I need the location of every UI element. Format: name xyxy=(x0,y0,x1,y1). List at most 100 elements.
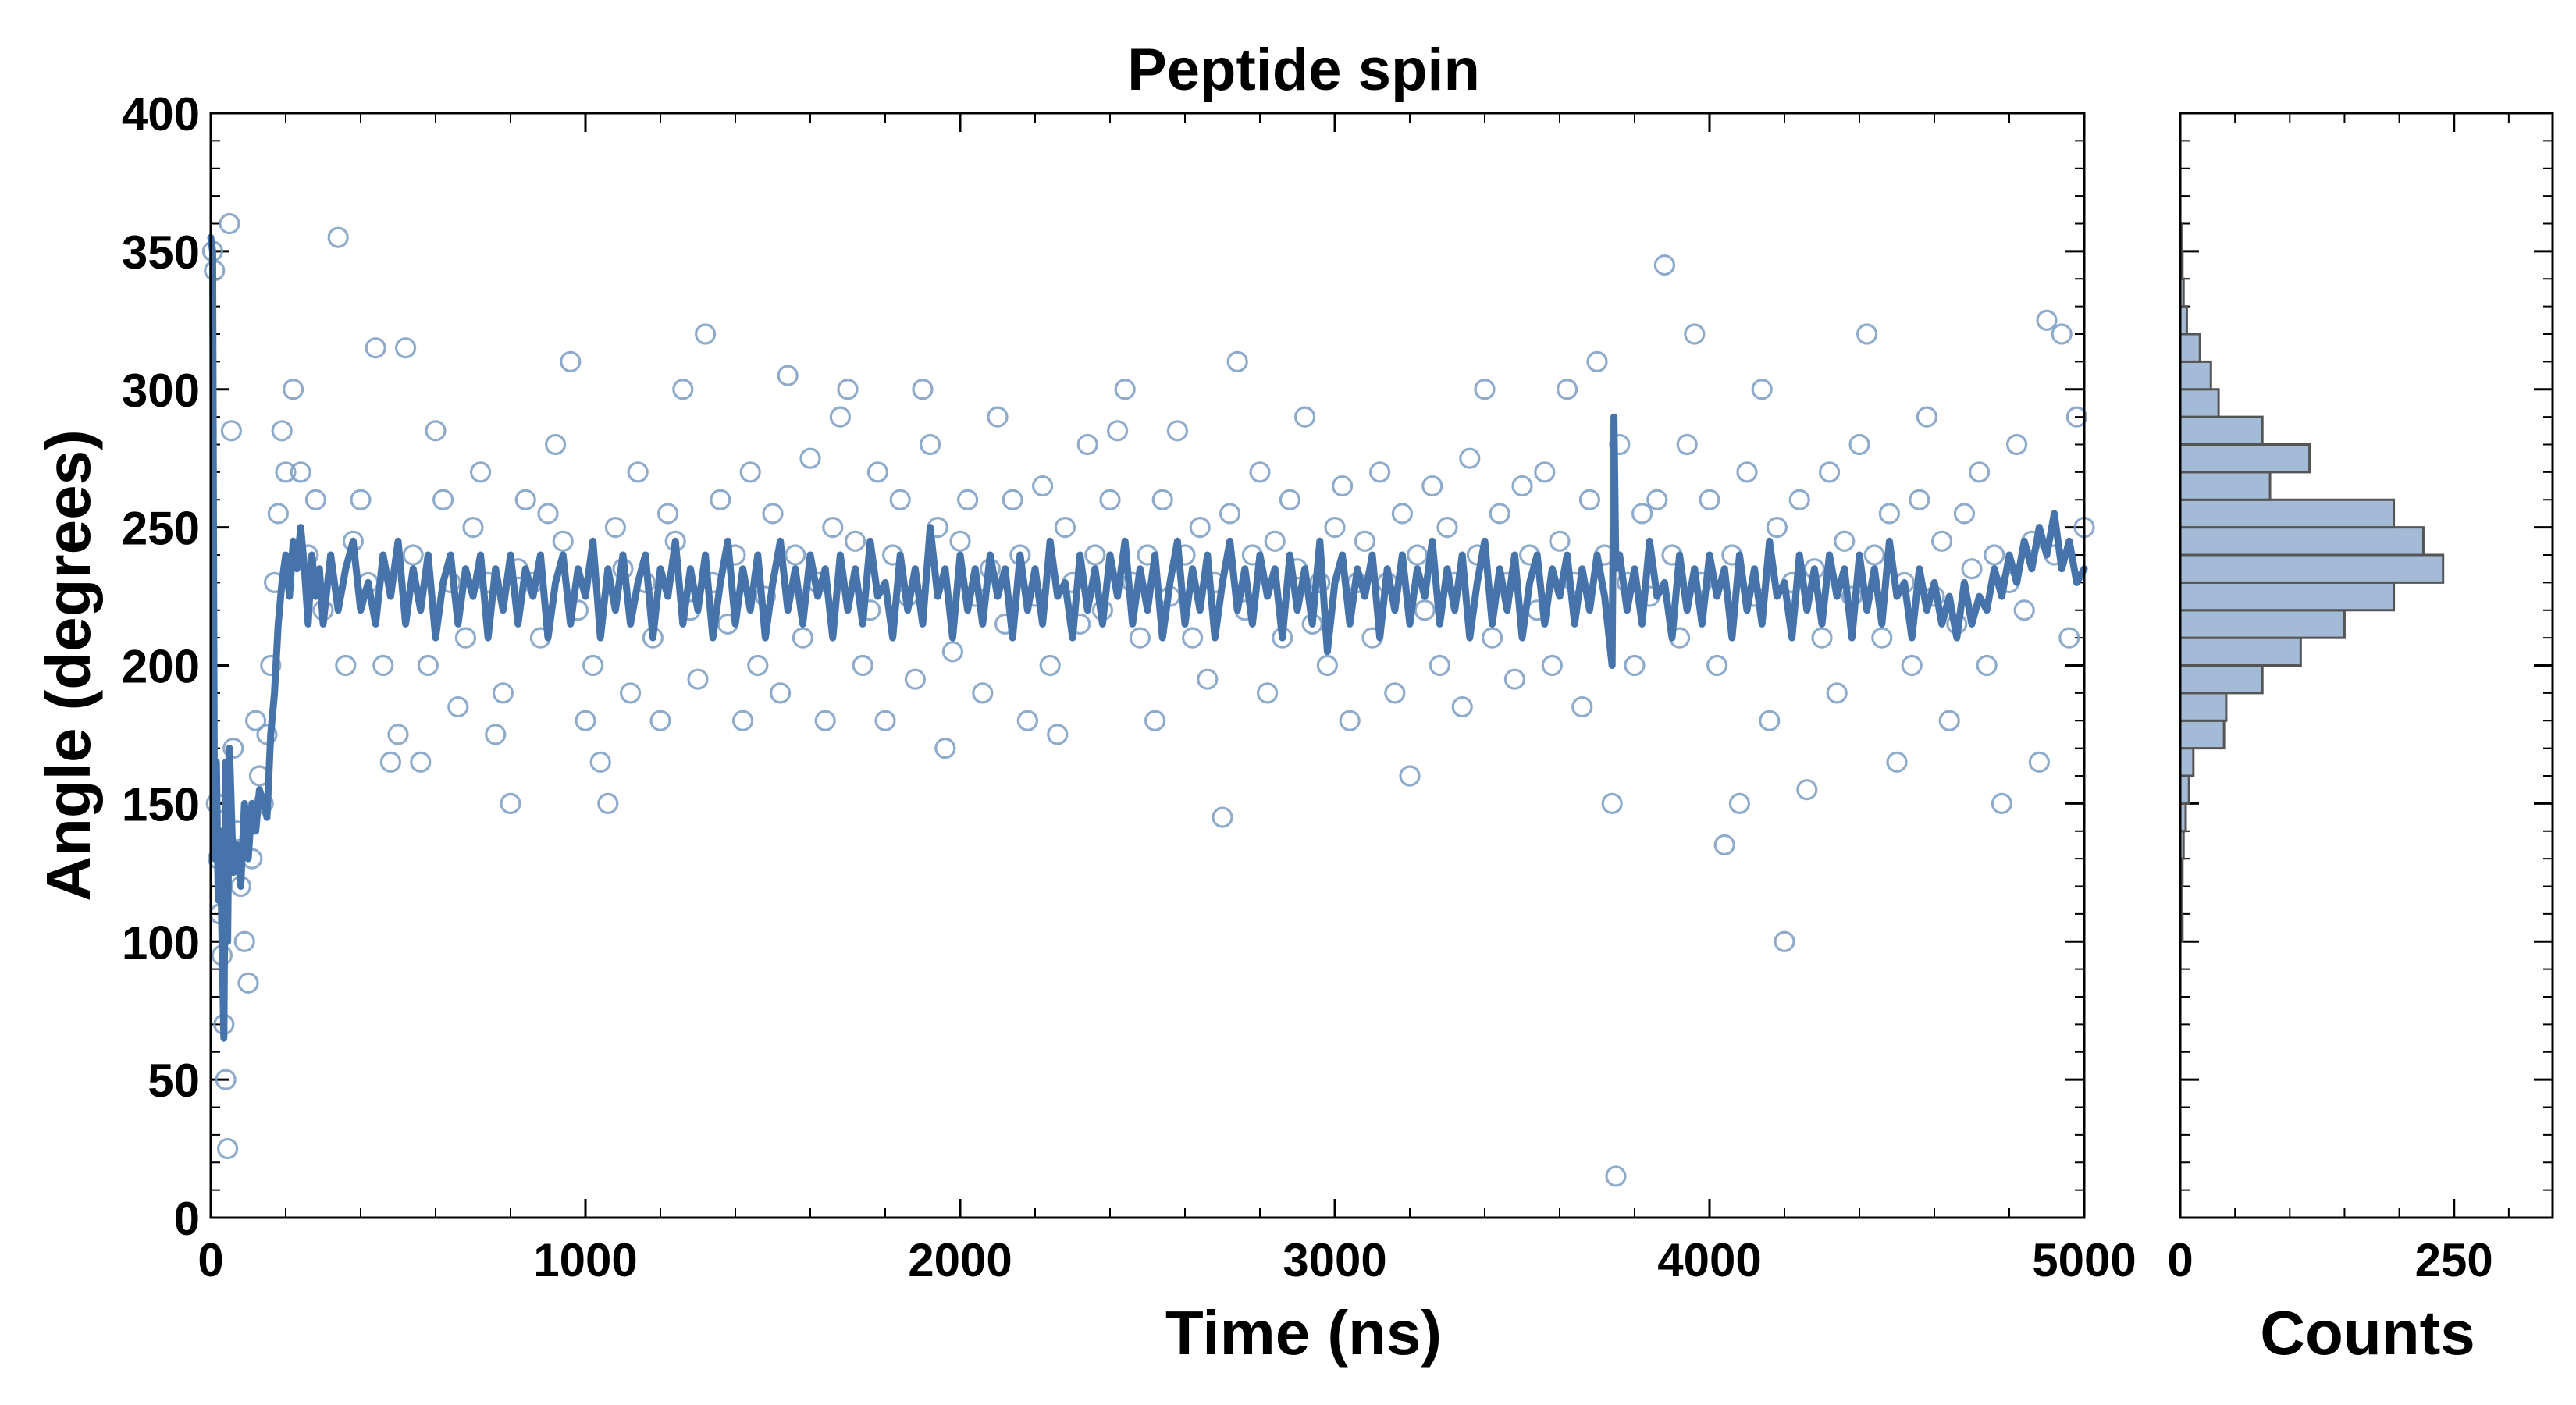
histogram-bar xyxy=(2179,360,2212,391)
scatter-point xyxy=(1728,792,1750,814)
scatter-point xyxy=(987,406,1009,428)
scatter-point xyxy=(271,420,293,442)
scatter-point xyxy=(1429,654,1451,677)
scatter-point xyxy=(1256,682,1279,704)
scatter-point xyxy=(537,503,559,525)
scatter-point xyxy=(649,710,671,731)
scatter-point xyxy=(1144,710,1166,731)
scatter-point xyxy=(1916,406,1937,428)
y-tick-label: 150 xyxy=(122,778,200,831)
scatter-point xyxy=(1878,503,1900,525)
scatter-point xyxy=(304,489,326,510)
histogram-bar xyxy=(2179,719,2226,750)
histogram-bar xyxy=(2179,471,2272,501)
histogram-plot-frame xyxy=(2179,112,2554,1219)
x-tick-label: 1000 xyxy=(533,1234,637,1286)
scatter-point xyxy=(1106,420,1129,442)
scatter-point xyxy=(1129,627,1151,649)
scatter-point xyxy=(1324,517,1346,539)
scatter-point xyxy=(589,751,611,773)
scatter-point xyxy=(785,544,806,566)
scatter-point xyxy=(814,710,836,731)
scatter-point xyxy=(762,503,784,525)
scatter-point xyxy=(1219,503,1241,525)
scatter-point xyxy=(627,461,649,483)
scatter-point xyxy=(514,489,536,510)
scatter-point xyxy=(829,406,852,428)
y-tick-label: 50 xyxy=(148,1055,200,1107)
scatter-point xyxy=(1391,503,1414,525)
scatter-point xyxy=(1556,379,1578,400)
running-average-line xyxy=(207,233,2088,1042)
scatter-point xyxy=(1181,627,1204,649)
scatter-point xyxy=(1931,530,1953,552)
scatter-point xyxy=(1624,654,1646,677)
scatter-point xyxy=(582,654,604,677)
scatter-point xyxy=(1047,724,1069,745)
scatter-point xyxy=(1316,654,1339,677)
scatter-point xyxy=(1774,930,1795,952)
y-axis-label: Angle (degrees) xyxy=(34,429,103,902)
scatter-point xyxy=(2065,406,2087,428)
x-tick-label: 0 xyxy=(197,1234,223,1286)
scatter-point xyxy=(866,461,889,483)
main-plot-frame xyxy=(209,112,2086,1219)
scatter-point xyxy=(1901,654,1923,677)
scatter-point xyxy=(1601,792,1623,814)
histogram-bar xyxy=(2179,636,2302,667)
scatter-point xyxy=(2006,433,2028,456)
scatter-point xyxy=(731,710,754,731)
scatter-point xyxy=(1856,323,1878,345)
scatter-point xyxy=(2058,627,2080,649)
scatter-point xyxy=(1751,379,1773,400)
scatter-point xyxy=(432,489,454,510)
scatter-point xyxy=(934,738,956,759)
scatter-point xyxy=(1489,503,1510,525)
scatter-point xyxy=(2051,323,2073,345)
histogram-bar xyxy=(2179,747,2195,777)
hist-x-tick-label: 0 xyxy=(2167,1234,2193,1286)
x-tick-label: 4000 xyxy=(1657,1234,1761,1286)
y-tick-label: 0 xyxy=(174,1193,200,1245)
scatter-point xyxy=(544,433,567,456)
y-tick-label: 350 xyxy=(122,226,200,279)
scatter-point xyxy=(394,337,417,359)
scatter-point xyxy=(233,930,255,952)
scatter-point xyxy=(2013,599,2035,621)
scatter-point xyxy=(283,379,304,400)
scatter-point xyxy=(1054,517,1076,539)
scatter-point xyxy=(1886,751,1908,773)
scatter-point xyxy=(1938,710,1960,731)
scatter-point xyxy=(1953,503,1975,525)
scatter-point xyxy=(904,668,927,690)
scatter-point xyxy=(217,1137,239,1160)
histogram-bars xyxy=(2179,222,2445,943)
scatter-point xyxy=(1848,433,1870,456)
scatter-point xyxy=(619,682,642,704)
chart-title: Peptide spin xyxy=(1127,37,1480,103)
scatter-point xyxy=(1796,779,1818,801)
scatter-point xyxy=(327,226,349,248)
scatter-point xyxy=(747,654,769,677)
histogram-bar xyxy=(2179,526,2425,557)
scatter-point xyxy=(694,323,717,345)
scatter-point xyxy=(956,489,979,510)
scatter-point xyxy=(1676,433,1698,456)
scatter-point xyxy=(2028,751,2050,773)
histogram-x-axis-label: Counts xyxy=(2260,1298,2475,1368)
histogram-bar xyxy=(2179,333,2201,363)
scatter-point xyxy=(1151,489,1173,510)
scatter-point xyxy=(2036,309,2058,331)
scatter-point xyxy=(469,461,492,483)
scatter-point xyxy=(267,503,289,525)
scatter-point xyxy=(1414,599,1436,621)
scatter-point xyxy=(215,1069,237,1090)
x-tick-label: 2000 xyxy=(908,1234,1012,1286)
scatter-point xyxy=(1339,710,1361,731)
scatter-point xyxy=(1331,475,1354,497)
histogram-bar xyxy=(2179,553,2445,584)
y-tick-label: 100 xyxy=(122,916,200,969)
scatter-point xyxy=(350,489,372,510)
scatter-point xyxy=(275,461,297,483)
